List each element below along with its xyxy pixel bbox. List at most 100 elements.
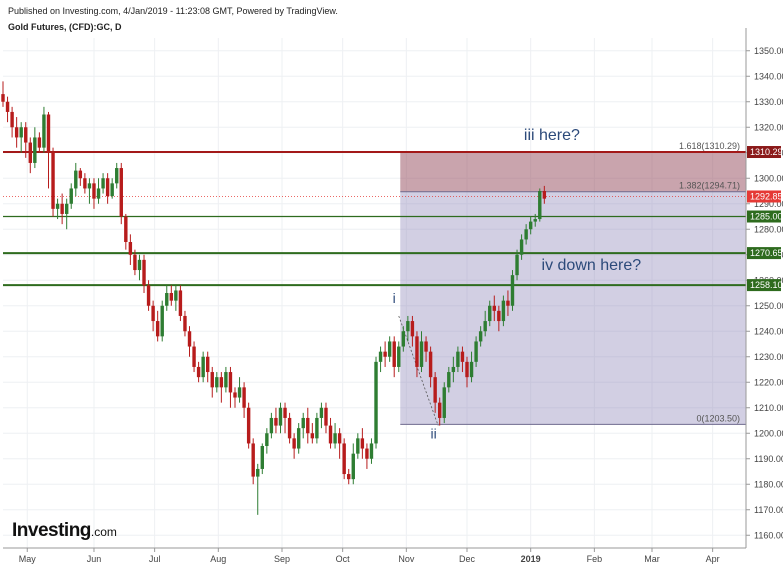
fib-level-label: 0(1203.50)	[696, 413, 740, 423]
candle-body	[351, 453, 355, 480]
candle-body	[342, 443, 346, 475]
candle-body	[319, 407, 324, 418]
y-tick-label: 1220.00	[754, 377, 783, 387]
candle-body	[365, 448, 369, 459]
candle-body	[469, 361, 474, 378]
candle-body	[46, 114, 51, 153]
candle-body	[447, 372, 451, 388]
y-tick-label: 1330.00	[754, 97, 783, 107]
candle-body	[33, 137, 37, 163]
logo-name: Investing	[12, 520, 91, 541]
price-tag-label: 1258.10	[750, 280, 783, 290]
price-tag-label: 1292.85	[750, 191, 783, 201]
candle-body	[246, 407, 251, 444]
x-tick-label: Nov	[398, 554, 415, 564]
candle-body	[55, 203, 60, 209]
candle-body	[219, 377, 224, 388]
price-tag-label: 1285.00	[750, 212, 783, 222]
candle-body	[110, 183, 114, 197]
candle-body	[392, 341, 396, 367]
fib-level-label: 1.618(1310.29)	[679, 141, 740, 151]
candle-body	[356, 438, 360, 454]
candle-body	[169, 293, 174, 301]
candle-body	[119, 168, 123, 217]
price-tag-label: 1270.65	[750, 248, 783, 258]
candle-body	[74, 170, 78, 189]
candle-body	[324, 407, 328, 426]
price-tag	[747, 146, 781, 159]
candle-body	[456, 351, 460, 367]
candle-body	[142, 259, 146, 286]
x-tick-label: Jul	[149, 554, 161, 564]
candle-body	[437, 402, 442, 418]
candle-body	[442, 387, 446, 418]
candle-body	[83, 178, 87, 189]
candle-body	[101, 178, 105, 189]
candle-body	[424, 341, 428, 352]
candle-body	[378, 351, 383, 362]
candle-body	[360, 438, 365, 449]
y-tick-label: 1320.00	[754, 122, 783, 132]
candle-body	[96, 188, 101, 199]
fib-level-label: 1.382(1294.71)	[679, 181, 740, 191]
candle-body	[287, 417, 292, 439]
candle-body	[328, 425, 333, 444]
candle-body	[87, 183, 92, 189]
x-tick-label: Sep	[274, 554, 290, 564]
instrument-title: Gold Futures, (CFD):GC, D	[8, 22, 122, 32]
candle-body	[478, 331, 483, 342]
candle-body	[278, 407, 283, 426]
candle-body	[174, 290, 178, 301]
candle-body	[60, 203, 64, 214]
y-tick-label: 1240.00	[754, 326, 783, 336]
wave-annotation: i	[393, 290, 396, 306]
candle-body	[369, 443, 374, 459]
candle-body	[224, 372, 228, 388]
wave-path	[398, 315, 439, 426]
candle-body	[92, 183, 96, 199]
candle-body	[451, 366, 456, 373]
candle-body	[192, 346, 196, 367]
y-tick-label: 1190.00	[754, 454, 783, 464]
candle-body	[28, 142, 32, 163]
candle-body	[397, 346, 401, 367]
y-tick-label: 1350.00	[754, 46, 783, 56]
x-tick-label: Mar	[644, 554, 660, 564]
candle-body	[5, 101, 10, 112]
price-tag	[747, 190, 781, 203]
x-tick-label: Apr	[706, 554, 720, 564]
y-tick-label: 1160.00	[754, 530, 783, 540]
candle-body	[528, 221, 533, 230]
candle-body	[187, 331, 192, 347]
candle-body	[401, 331, 406, 347]
fib-zone-upper	[400, 152, 746, 192]
candle-body	[105, 178, 110, 197]
candle-body	[256, 468, 260, 477]
candle-body	[201, 356, 205, 378]
candle-body	[374, 361, 378, 444]
candle-body	[315, 417, 319, 439]
y-tick-label: 1340.00	[754, 71, 783, 81]
candle-body	[474, 341, 478, 362]
candle-body	[151, 305, 155, 322]
y-tick-label: 1280.00	[754, 224, 783, 234]
price-tag	[747, 210, 781, 223]
candle-body	[210, 372, 214, 388]
candle-body	[69, 188, 73, 204]
candle-body	[460, 351, 465, 362]
y-tick-label: 1250.00	[754, 301, 783, 311]
candle-body	[78, 170, 83, 179]
candle-body	[274, 417, 278, 426]
candle-body	[433, 377, 437, 403]
candle-body	[501, 300, 506, 322]
investing-logo: Investing.com	[12, 520, 117, 542]
price-tag	[747, 247, 781, 260]
candle-body	[24, 127, 28, 143]
candle-body	[155, 321, 160, 337]
candle-body	[115, 168, 119, 184]
candle-body	[483, 321, 487, 332]
candle-body	[542, 191, 547, 199]
candle-body	[242, 387, 246, 408]
candle-body	[519, 239, 524, 255]
